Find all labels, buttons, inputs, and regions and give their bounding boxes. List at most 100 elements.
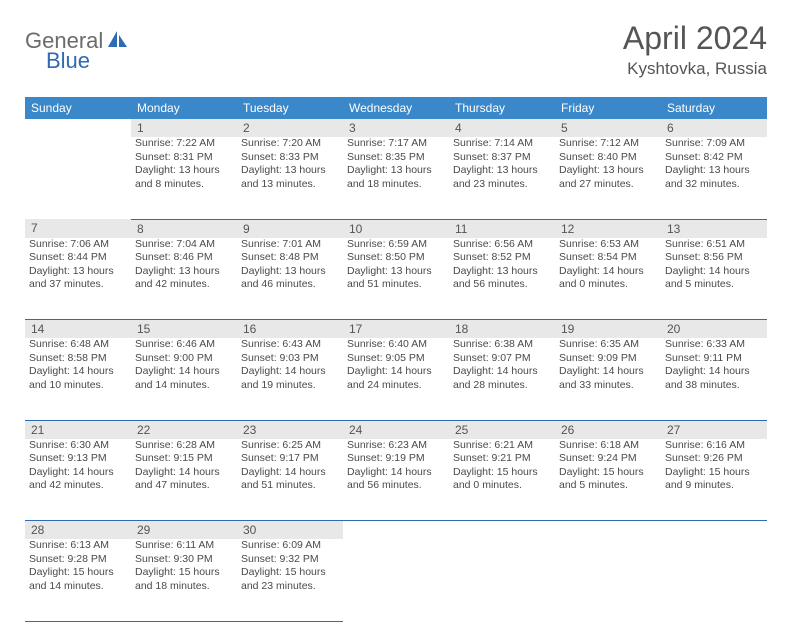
day-info-line: Sunset: 9:32 PM xyxy=(241,553,339,567)
month-title: April 2024 xyxy=(623,20,767,57)
day-info-line: and 28 minutes. xyxy=(453,379,551,393)
day-number: 27 xyxy=(661,420,767,439)
day-info-line: and 10 minutes. xyxy=(29,379,127,393)
day-info-line: Daylight: 13 hours xyxy=(241,164,339,178)
day-info-line: and 18 minutes. xyxy=(347,178,445,192)
day-number xyxy=(661,521,767,540)
day-info-line: Daylight: 14 hours xyxy=(347,365,445,379)
day-number: 12 xyxy=(555,219,661,238)
day-info-line: Daylight: 14 hours xyxy=(453,365,551,379)
day-info-line: Daylight: 15 hours xyxy=(453,466,551,480)
weekday-header-row: SundayMondayTuesdayWednesdayThursdayFrid… xyxy=(25,97,767,119)
day-cell: Sunrise: 7:09 AMSunset: 8:42 PMDaylight:… xyxy=(661,137,767,219)
day-info-line: and 46 minutes. xyxy=(241,278,339,292)
day-cell: Sunrise: 6:59 AMSunset: 8:50 PMDaylight:… xyxy=(343,238,449,320)
day-info-line: Daylight: 14 hours xyxy=(665,365,763,379)
day-info-line: Sunrise: 6:46 AM xyxy=(135,338,233,352)
day-info-line: Daylight: 14 hours xyxy=(241,365,339,379)
day-number: 6 xyxy=(661,119,767,137)
day-cell: Sunrise: 6:38 AMSunset: 9:07 PMDaylight:… xyxy=(449,338,555,420)
logo-text-blue: Blue xyxy=(46,48,90,73)
day-info-line: Daylight: 13 hours xyxy=(665,164,763,178)
day-number: 29 xyxy=(131,521,237,540)
day-number: 25 xyxy=(449,420,555,439)
day-number-row: 21222324252627 xyxy=(25,420,767,439)
day-info-line: Sunrise: 7:12 AM xyxy=(559,137,657,151)
day-info-line: Sunset: 9:09 PM xyxy=(559,352,657,366)
day-number: 26 xyxy=(555,420,661,439)
weekday-header: Wednesday xyxy=(343,97,449,119)
day-number xyxy=(343,521,449,540)
day-cell: Sunrise: 6:40 AMSunset: 9:05 PMDaylight:… xyxy=(343,338,449,420)
day-info-line: Sunset: 9:26 PM xyxy=(665,452,763,466)
day-info-line: Sunrise: 6:35 AM xyxy=(559,338,657,352)
title-block: April 2024 Kyshtovka, Russia xyxy=(623,20,767,79)
day-info-line: and 8 minutes. xyxy=(135,178,233,192)
day-cell: Sunrise: 7:22 AMSunset: 8:31 PMDaylight:… xyxy=(131,137,237,219)
day-number: 7 xyxy=(25,219,131,238)
day-number-row: 14151617181920 xyxy=(25,320,767,339)
day-info-line: Sunrise: 7:09 AM xyxy=(665,137,763,151)
day-info-line: Sunset: 9:28 PM xyxy=(29,553,127,567)
day-number: 24 xyxy=(343,420,449,439)
day-info-line: Sunrise: 6:59 AM xyxy=(347,238,445,252)
day-number-row: 282930 xyxy=(25,521,767,540)
day-cell xyxy=(555,539,661,621)
day-info-line: Sunrise: 7:01 AM xyxy=(241,238,339,252)
day-cell: Sunrise: 6:30 AMSunset: 9:13 PMDaylight:… xyxy=(25,439,131,521)
logo-sail-icon xyxy=(107,29,129,54)
day-info-line: Daylight: 13 hours xyxy=(453,265,551,279)
day-info-line: Daylight: 14 hours xyxy=(241,466,339,480)
day-cell: Sunrise: 6:43 AMSunset: 9:03 PMDaylight:… xyxy=(237,338,343,420)
location: Kyshtovka, Russia xyxy=(623,59,767,79)
day-info-line: and 51 minutes. xyxy=(347,278,445,292)
day-info-line: Daylight: 15 hours xyxy=(559,466,657,480)
day-cell: Sunrise: 7:14 AMSunset: 8:37 PMDaylight:… xyxy=(449,137,555,219)
weekday-header: Sunday xyxy=(25,97,131,119)
day-info-line: Sunrise: 7:22 AM xyxy=(135,137,233,151)
day-number: 20 xyxy=(661,320,767,339)
calendar-table: SundayMondayTuesdayWednesdayThursdayFrid… xyxy=(25,97,767,622)
day-info-line: Sunrise: 6:33 AM xyxy=(665,338,763,352)
day-info-line: Sunrise: 6:13 AM xyxy=(29,539,127,553)
day-info-line: Sunset: 8:40 PM xyxy=(559,151,657,165)
day-number: 30 xyxy=(237,521,343,540)
day-cell: Sunrise: 6:33 AMSunset: 9:11 PMDaylight:… xyxy=(661,338,767,420)
day-info-line: Sunrise: 6:21 AM xyxy=(453,439,551,453)
day-info-line: Sunrise: 7:04 AM xyxy=(135,238,233,252)
day-content-row: Sunrise: 6:48 AMSunset: 8:58 PMDaylight:… xyxy=(25,338,767,420)
weekday-header: Saturday xyxy=(661,97,767,119)
day-number: 15 xyxy=(131,320,237,339)
day-info-line: Sunset: 8:42 PM xyxy=(665,151,763,165)
weekday-header: Thursday xyxy=(449,97,555,119)
day-number: 5 xyxy=(555,119,661,137)
day-info-line: Daylight: 13 hours xyxy=(559,164,657,178)
day-info-line: and 42 minutes. xyxy=(29,479,127,493)
day-cell: Sunrise: 7:06 AMSunset: 8:44 PMDaylight:… xyxy=(25,238,131,320)
day-number: 4 xyxy=(449,119,555,137)
day-info-line: and 33 minutes. xyxy=(559,379,657,393)
day-number: 18 xyxy=(449,320,555,339)
day-info-line: Sunset: 8:48 PM xyxy=(241,251,339,265)
day-info-line: Daylight: 13 hours xyxy=(29,265,127,279)
day-cell xyxy=(343,539,449,621)
day-info-line: Sunset: 8:50 PM xyxy=(347,251,445,265)
day-number: 16 xyxy=(237,320,343,339)
day-content-row: Sunrise: 7:22 AMSunset: 8:31 PMDaylight:… xyxy=(25,137,767,219)
day-info-line: Sunrise: 6:56 AM xyxy=(453,238,551,252)
day-cell xyxy=(449,539,555,621)
day-info-line: Daylight: 15 hours xyxy=(665,466,763,480)
day-info-line: Sunrise: 6:11 AM xyxy=(135,539,233,553)
day-number: 9 xyxy=(237,219,343,238)
day-cell: Sunrise: 7:20 AMSunset: 8:33 PMDaylight:… xyxy=(237,137,343,219)
day-number: 22 xyxy=(131,420,237,439)
day-number-row: 78910111213 xyxy=(25,219,767,238)
day-number xyxy=(555,521,661,540)
day-info-line: Sunrise: 6:51 AM xyxy=(665,238,763,252)
day-info-line: and 5 minutes. xyxy=(559,479,657,493)
day-number: 21 xyxy=(25,420,131,439)
day-cell: Sunrise: 6:11 AMSunset: 9:30 PMDaylight:… xyxy=(131,539,237,621)
day-number xyxy=(449,521,555,540)
day-info-line: Sunset: 8:37 PM xyxy=(453,151,551,165)
day-cell: Sunrise: 7:12 AMSunset: 8:40 PMDaylight:… xyxy=(555,137,661,219)
